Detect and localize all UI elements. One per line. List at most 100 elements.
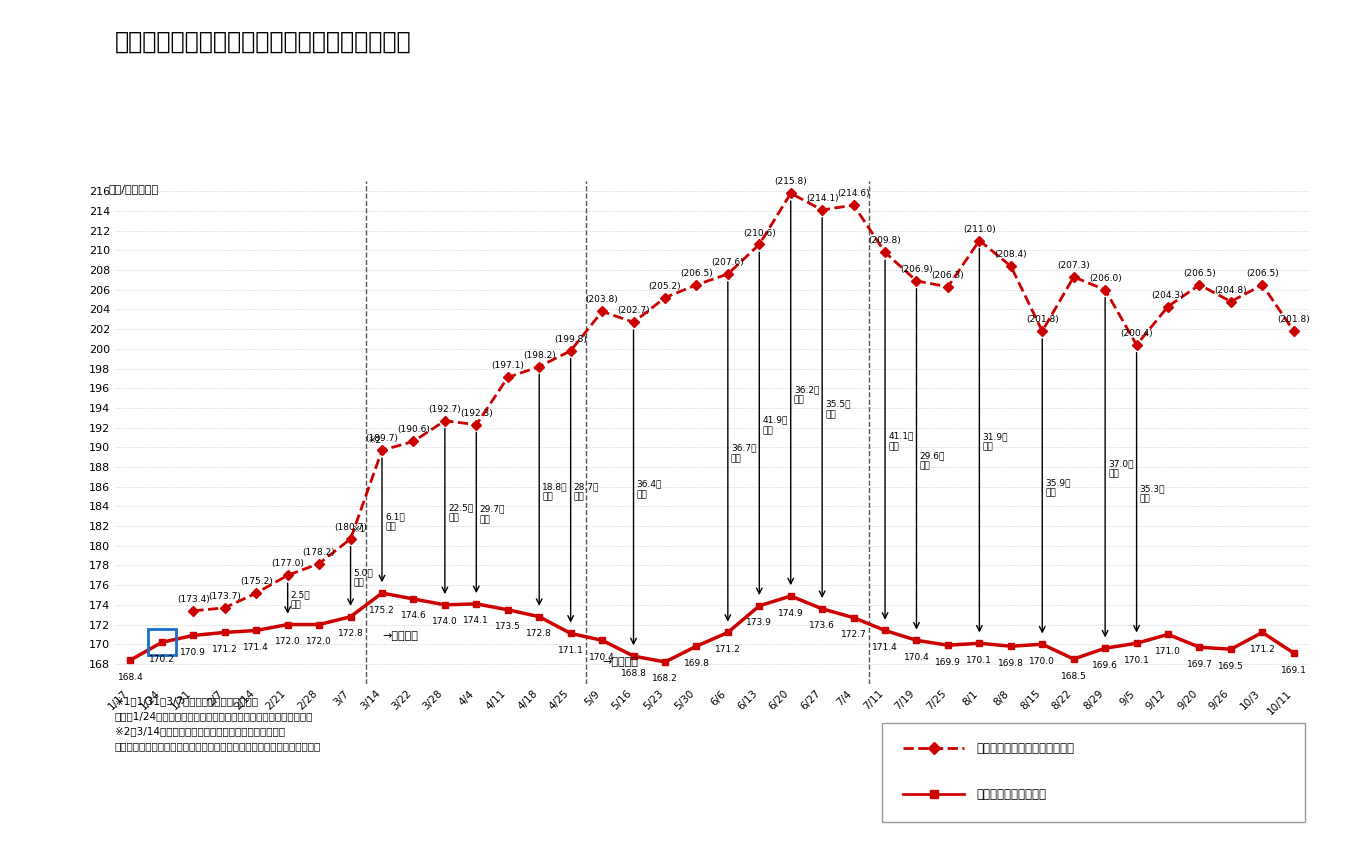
Text: (201.8): (201.8) <box>1277 315 1310 324</box>
Text: (214.1): (214.1) <box>806 194 838 203</box>
Text: 171.2: 171.2 <box>716 645 741 654</box>
Text: 37.0円
抑制: 37.0円 抑制 <box>1108 459 1134 479</box>
Text: 168.8: 168.8 <box>621 668 647 678</box>
Text: 168.5: 168.5 <box>1061 672 1087 680</box>
Text: ※1: ※1 <box>352 525 366 534</box>
Text: (189.7): (189.7) <box>366 435 398 443</box>
Text: 補助がない場合のガソリン価格: 補助がない場合のガソリン価格 <box>977 742 1075 755</box>
Text: 35.9円
抑制: 35.9円 抑制 <box>1045 478 1071 497</box>
Text: 174.6: 174.6 <box>401 611 427 620</box>
Text: (200.4): (200.4) <box>1120 329 1153 338</box>
Text: 2.5円
抑制: 2.5円 抑制 <box>290 590 310 609</box>
Text: 169.9: 169.9 <box>936 657 961 667</box>
Text: (204.8): (204.8) <box>1215 285 1247 295</box>
Text: (206.9): (206.9) <box>900 265 933 274</box>
Text: (173.4): (173.4) <box>177 595 209 603</box>
Text: (192.7): (192.7) <box>428 405 462 414</box>
Text: 31.9円
抑制: 31.9円 抑制 <box>983 432 1008 452</box>
Text: 171.0: 171.0 <box>1156 647 1181 656</box>
Text: (178.2): (178.2) <box>302 548 336 556</box>
Text: 18.8円
抑制: 18.8円 抑制 <box>543 482 568 501</box>
Text: 174.0: 174.0 <box>432 617 458 626</box>
Text: 168.4: 168.4 <box>117 673 143 681</box>
Text: (207.3): (207.3) <box>1057 261 1089 270</box>
Text: (206.3): (206.3) <box>931 271 964 280</box>
Text: (204.3): (204.3) <box>1152 290 1184 300</box>
Text: (214.6): (214.6) <box>837 189 869 198</box>
Text: (173.7): (173.7) <box>208 592 242 601</box>
Text: 171.1: 171.1 <box>558 646 583 655</box>
Text: (207.6): (207.6) <box>711 258 744 267</box>
Text: 173.5: 173.5 <box>495 622 521 631</box>
Text: 171.2: 171.2 <box>1250 645 1276 654</box>
Text: (180.7): (180.7) <box>333 523 367 532</box>
Text: 6.1円
抑制: 6.1円 抑制 <box>385 512 405 532</box>
Text: (199.8): (199.8) <box>555 335 587 344</box>
Text: 36.4円
抑制: 36.4円 抑制 <box>637 479 662 499</box>
Text: 172.0: 172.0 <box>275 637 301 646</box>
Text: (205.2): (205.2) <box>648 282 682 290</box>
Text: 171.2: 171.2 <box>212 645 238 654</box>
Text: (211.0): (211.0) <box>963 225 996 234</box>
Text: (175.2): (175.2) <box>240 577 273 586</box>
Text: 174.1: 174.1 <box>463 616 489 625</box>
Text: 169.5: 169.5 <box>1218 662 1243 671</box>
Text: 175.2: 175.2 <box>369 605 394 614</box>
Text: 172.0: 172.0 <box>306 637 332 646</box>
Text: 41.9円
抑制: 41.9円 抑制 <box>763 415 788 435</box>
Text: 169.8: 169.8 <box>683 658 709 668</box>
Text: (208.4): (208.4) <box>995 250 1027 259</box>
Text: ※1：1/31〜3/7の予測価格の算出方法は、
　　（1/24の価格調査結果）＋（原油価格変動分を累積したもの）
※2：3/14以降の予測価格の算出方法は、拡充: ※1：1/31〜3/7の予測価格の算出方法は、 （1/24の価格調査結果）＋（原… <box>115 696 321 750</box>
Text: (203.8): (203.8) <box>586 295 618 305</box>
Text: (197.1): (197.1) <box>491 361 524 371</box>
Text: (206.0): (206.0) <box>1088 273 1122 283</box>
Text: 36.2円
抑制: 36.2円 抑制 <box>794 385 819 404</box>
Text: (192.3): (192.3) <box>460 408 493 418</box>
Text: 171.4: 171.4 <box>872 643 898 652</box>
Text: (206.5): (206.5) <box>1183 269 1216 278</box>
Text: 41.1円
抑制: 41.1円 抑制 <box>888 432 914 451</box>
Text: (201.8): (201.8) <box>1026 315 1058 324</box>
Text: (209.8): (209.8) <box>868 236 902 246</box>
Text: 172.8: 172.8 <box>338 629 363 638</box>
Text: ※2: ※2 <box>367 436 381 446</box>
Text: 36.7円
抑制: 36.7円 抑制 <box>730 444 756 463</box>
Text: (215.8): (215.8) <box>775 177 807 187</box>
Text: →　拡充策: → 拡充策 <box>602 657 639 667</box>
Text: (177.0): (177.0) <box>271 560 304 568</box>
Text: 174.9: 174.9 <box>778 609 803 618</box>
Text: 35.3円
抑制: 35.3円 抑制 <box>1139 484 1165 504</box>
Text: 29.7円
抑制: 29.7円 抑制 <box>479 505 505 524</box>
Text: ガソリン全国平均価格への激変緩和事業の効果: ガソリン全国平均価格への激変緩和事業の効果 <box>115 30 412 53</box>
Text: 170.9: 170.9 <box>181 648 207 657</box>
Text: 168.2: 168.2 <box>652 674 678 684</box>
Text: 29.6円
抑制: 29.6円 抑制 <box>919 451 945 470</box>
Text: 170.1: 170.1 <box>967 656 992 665</box>
Text: 172.8: 172.8 <box>526 629 552 638</box>
Text: 173.6: 173.6 <box>809 621 836 630</box>
Text: (198.2): (198.2) <box>522 350 556 360</box>
Text: 28.7円
抑制: 28.7円 抑制 <box>574 483 599 502</box>
Text: 22.5円
抑制: 22.5円 抑制 <box>448 503 474 522</box>
Text: 170.1: 170.1 <box>1123 656 1149 665</box>
Text: 169.7: 169.7 <box>1187 660 1212 668</box>
Text: 170.0: 170.0 <box>1029 657 1056 666</box>
Text: 169.6: 169.6 <box>1092 661 1118 669</box>
Text: 補助後のガソリン価格: 補助後のガソリン価格 <box>977 787 1046 801</box>
Text: 171.4: 171.4 <box>243 643 269 652</box>
Text: 169.1: 169.1 <box>1281 666 1307 674</box>
Text: 170.2: 170.2 <box>148 655 174 663</box>
Text: 170.4: 170.4 <box>589 652 616 662</box>
Text: 169.8: 169.8 <box>998 658 1023 668</box>
Text: レギュラーガソリン・全国平均価格: レギュラーガソリン・全国平均価格 <box>626 135 798 154</box>
Text: 35.5円
抑制: 35.5円 抑制 <box>825 400 850 419</box>
Text: 5.0円
抑制: 5.0円 抑制 <box>354 568 374 587</box>
Text: 172.7: 172.7 <box>841 630 867 639</box>
Bar <box>147 630 176 655</box>
Text: 173.9: 173.9 <box>747 619 772 627</box>
Text: (210.6): (210.6) <box>743 229 776 237</box>
Text: (206.5): (206.5) <box>680 269 713 278</box>
Text: →　拡充策: → 拡充策 <box>382 631 418 641</box>
Text: (202.7): (202.7) <box>617 306 649 316</box>
Text: (190.6): (190.6) <box>397 425 429 435</box>
